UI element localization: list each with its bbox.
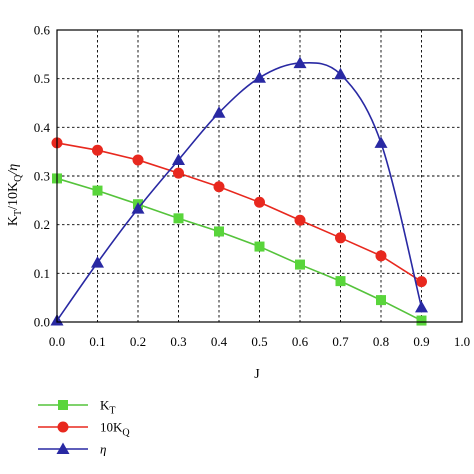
data-point bbox=[376, 295, 386, 306]
legend-item: η bbox=[38, 442, 106, 457]
y-tick-label: 0.1 bbox=[34, 266, 50, 281]
plot-series bbox=[50, 56, 428, 326]
series-line bbox=[56, 61, 423, 321]
x-tick-label: 0.6 bbox=[292, 334, 309, 349]
x-tick-label: 0.5 bbox=[251, 334, 267, 349]
y-tick-label: 0.6 bbox=[34, 23, 51, 38]
data-point bbox=[213, 181, 225, 193]
series-1 bbox=[51, 137, 427, 288]
x-tick-labels: 0.0 0.1 0.2 0.3 0.4 0.5 0.6 0.7 0.8 0.9 1.0 bbox=[49, 334, 470, 349]
series-0 bbox=[52, 173, 427, 326]
y-tick-labels: 0.0 0.1 0.2 0.3 0.4 0.5 0.6 bbox=[34, 23, 51, 330]
data-point bbox=[295, 259, 305, 270]
x-tick-label: 1.0 bbox=[454, 334, 470, 349]
x-tick-label: 0.9 bbox=[413, 334, 429, 349]
data-point bbox=[212, 106, 226, 118]
series-2 bbox=[50, 56, 428, 326]
data-point bbox=[254, 241, 265, 252]
plot-frame bbox=[56, 29, 463, 323]
x-tick-label: 0.3 bbox=[170, 334, 186, 349]
data-point bbox=[375, 250, 387, 262]
y-tick-label: 0.5 bbox=[34, 71, 50, 86]
legend-item: 10KQ bbox=[38, 420, 130, 439]
y-tick-label: 0.3 bbox=[34, 169, 50, 184]
data-point bbox=[294, 214, 306, 226]
data-point bbox=[254, 196, 265, 208]
x-tick-label: 0.8 bbox=[373, 334, 389, 349]
series-line bbox=[56, 177, 422, 322]
data-point bbox=[92, 144, 103, 156]
data-point bbox=[335, 232, 346, 244]
y-tick-label: 0.0 bbox=[34, 315, 50, 330]
data-point bbox=[416, 315, 427, 326]
y-tick-label: 0.4 bbox=[34, 120, 51, 135]
x-tick-label: 0.4 bbox=[211, 334, 228, 349]
data-point bbox=[253, 71, 266, 83]
legend: KT 10KQ η bbox=[38, 398, 130, 457]
x-tick-label: 0.0 bbox=[49, 334, 65, 349]
data-point bbox=[173, 167, 184, 179]
data-point bbox=[91, 256, 104, 268]
data-point bbox=[92, 185, 103, 196]
y-axis-label: KT/10KQ/η bbox=[6, 164, 24, 226]
legend-marker bbox=[58, 400, 68, 410]
data-point bbox=[334, 67, 347, 80]
data-point bbox=[416, 276, 427, 288]
legend-label: η bbox=[100, 442, 106, 457]
y-tick-label: 0.2 bbox=[34, 217, 50, 232]
x-tick-label: 0.7 bbox=[332, 334, 349, 349]
data-point bbox=[172, 153, 185, 165]
data-point bbox=[374, 136, 388, 148]
legend-label: 10KQ bbox=[100, 420, 130, 439]
data-point bbox=[335, 276, 346, 287]
x-tick-label: 0.2 bbox=[130, 334, 146, 349]
x-axis-label: J bbox=[254, 367, 260, 382]
data-point bbox=[131, 202, 145, 214]
data-point bbox=[214, 226, 224, 237]
legend-marker bbox=[56, 442, 70, 454]
series-line bbox=[56, 142, 422, 283]
legend-item: KT bbox=[38, 398, 116, 417]
data-point bbox=[173, 213, 184, 224]
data-point bbox=[132, 154, 144, 166]
data-point bbox=[415, 300, 428, 313]
legend-marker bbox=[57, 421, 69, 433]
data-point bbox=[293, 56, 307, 69]
legend-label: KT bbox=[100, 398, 116, 417]
x-tick-label: 0.1 bbox=[89, 334, 105, 349]
